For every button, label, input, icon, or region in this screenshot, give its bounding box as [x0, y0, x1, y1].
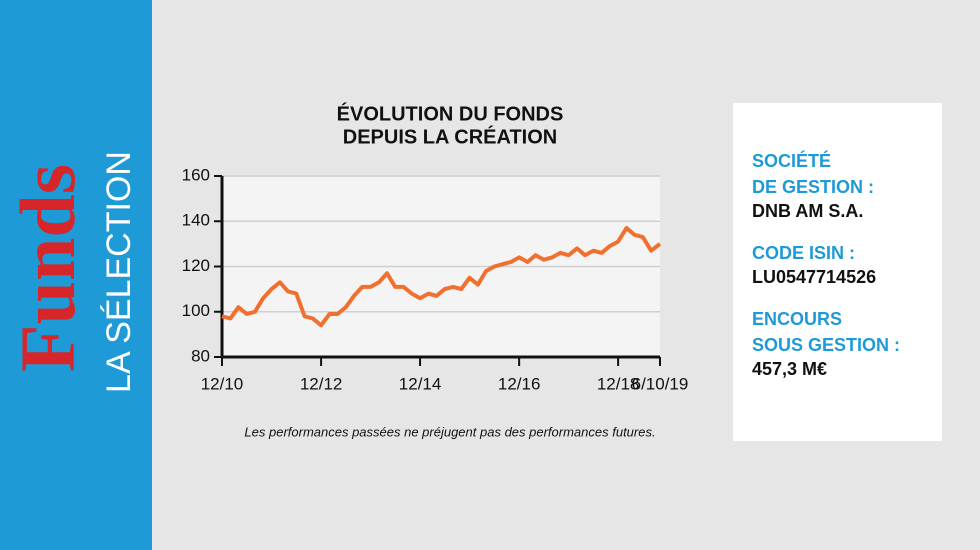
info-value: LU0547714526	[752, 267, 876, 287]
y-tick-label: 140	[182, 211, 210, 230]
y-tick-label: 160	[182, 165, 210, 184]
y-tick-label: 100	[182, 301, 210, 320]
x-tick-label: 12/16	[498, 374, 541, 393]
sidebar-subtitle: LA SÉLECTION	[100, 151, 138, 393]
info-box	[733, 103, 942, 441]
sidebar	[0, 0, 152, 550]
info-label: ENCOURS	[752, 309, 842, 329]
info-value: 457,3 M€	[752, 359, 827, 379]
chart-title: ÉVOLUTION DU FONDS	[337, 102, 564, 125]
x-tick-label: 6/10/19	[632, 374, 689, 393]
y-tick-label: 80	[191, 346, 210, 365]
x-tick-label: 12/18	[597, 374, 640, 393]
chart-title: DEPUIS LA CRÉATION	[343, 125, 557, 148]
x-tick-label: 12/10	[201, 374, 244, 393]
info-label: DE GESTION :	[752, 177, 874, 197]
line	[221, 226, 662, 328]
brand: Funds	[4, 164, 91, 372]
x-tick-label: 12/12	[300, 374, 343, 393]
y-tick-label: 120	[182, 256, 210, 275]
note: Les performances passées ne préjugent pa…	[244, 424, 655, 439]
info: SOCIÉTÉ DE GESTION : DNB AM S.A. CODE ISIN …	[752, 150, 900, 379]
info-label: SOUS GESTION :	[752, 335, 900, 355]
info-label: SOCIÉTÉ	[752, 150, 831, 171]
x-tick-label: 12/14	[399, 374, 442, 393]
info-value: DNB AM S.A.	[752, 201, 863, 221]
info-label: CODE ISIN :	[752, 243, 855, 263]
